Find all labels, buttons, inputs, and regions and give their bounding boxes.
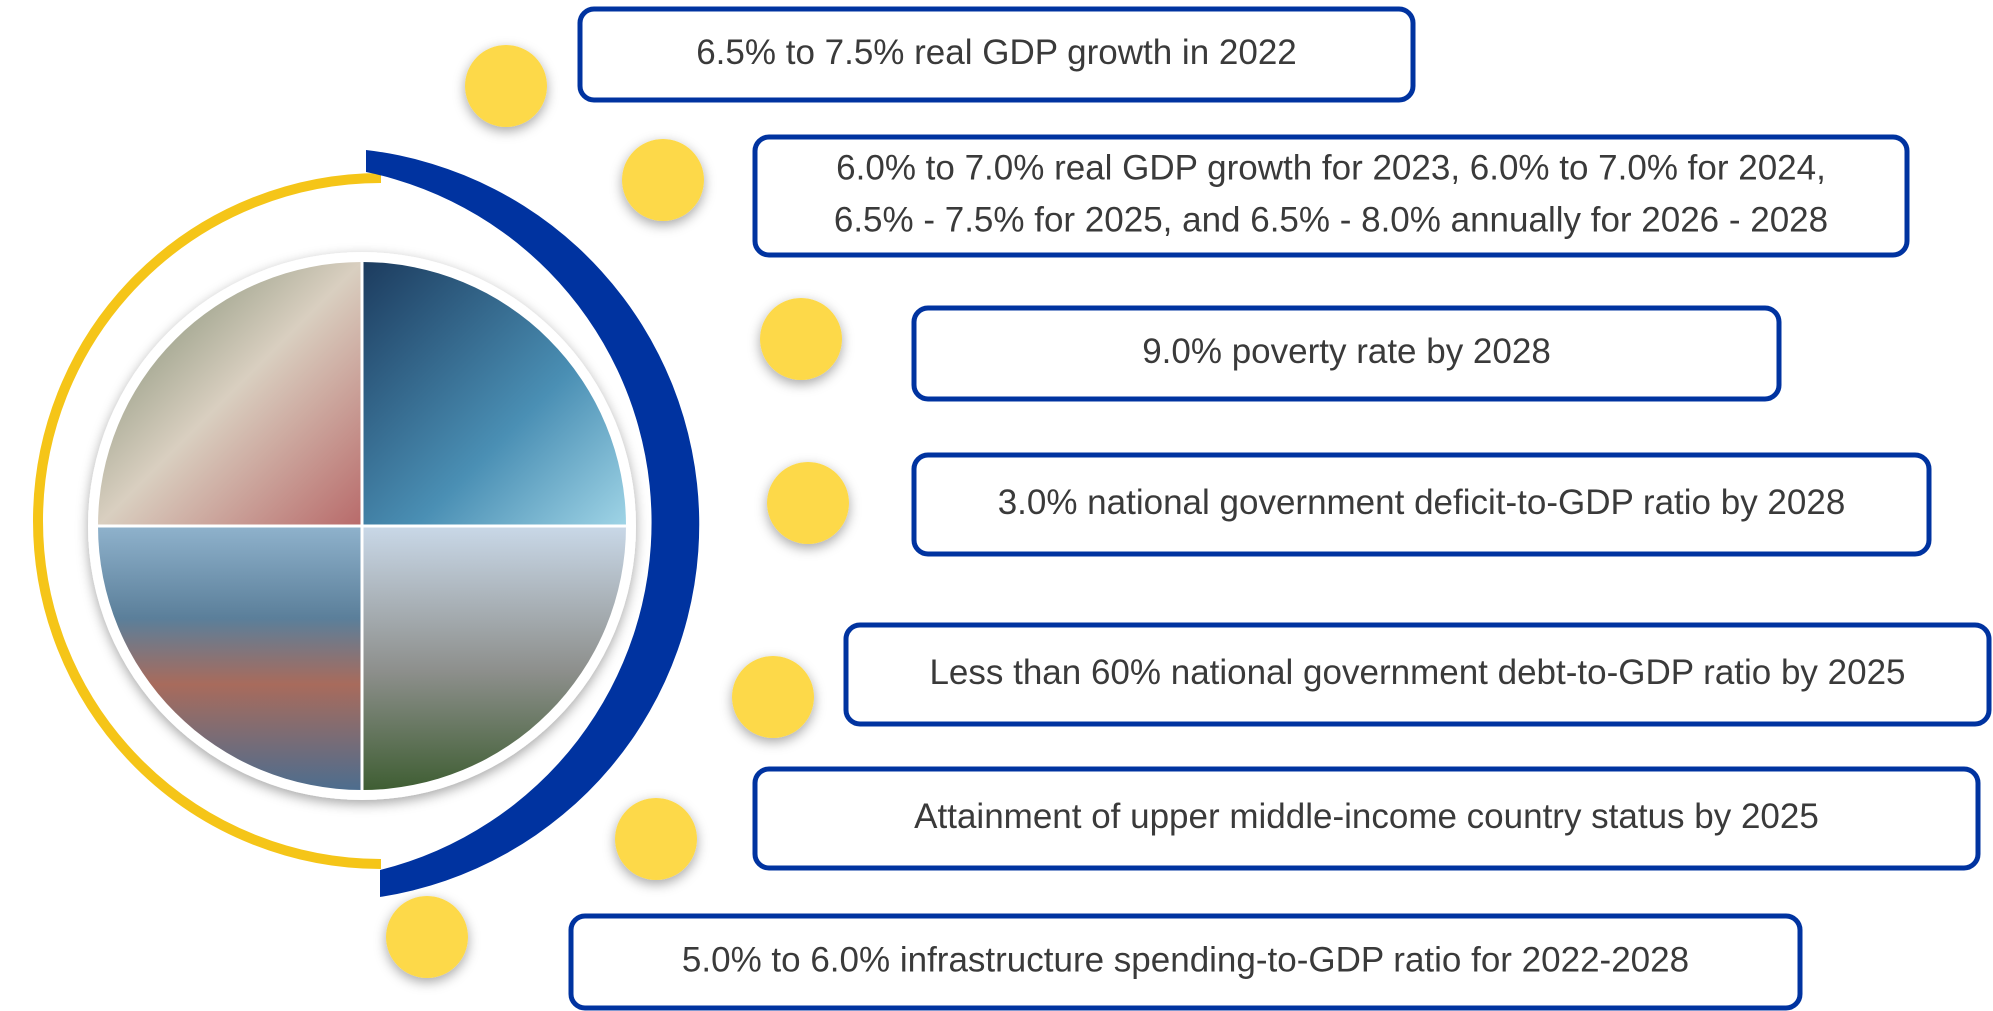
item: Less than 60% national government debt-t… — [732, 622, 1992, 738]
item: Attainment of upper middle-income countr… — [615, 766, 1981, 880]
photo-classroom — [98, 262, 362, 526]
bullet-dot — [732, 656, 814, 738]
item-box — [752, 134, 1910, 258]
item: 5.0% to 6.0% infrastructure spending-to-… — [386, 896, 1803, 1011]
item-text: 9.0% poverty rate by 2028 — [1142, 332, 1551, 371]
item-text: 6.5% to 7.5% real GDP growth in 2022 — [696, 33, 1297, 72]
bullet-dot — [760, 298, 842, 380]
item-list: 6.5% to 7.5% real GDP growth in 2022 6.0%… — [386, 6, 1992, 1011]
yellow-arc — [33, 173, 382, 869]
item: 9.0% poverty rate by 2028 — [760, 298, 1782, 402]
item: 6.5% to 7.5% real GDP growth in 2022 — [465, 6, 1416, 127]
bullet-dot — [465, 45, 547, 127]
item-box — [577, 6, 1416, 103]
item-box — [568, 913, 1803, 1011]
bullet-dot — [386, 896, 468, 978]
blue-arc — [366, 150, 700, 897]
bullet-dot — [615, 798, 697, 880]
item-text: Attainment of upper middle-income countr… — [914, 797, 1819, 836]
item-text: 6.5% - 7.5% for 2025, and 6.5% - 8.0% an… — [834, 200, 1828, 239]
item-text: Less than 60% national government debt-t… — [929, 653, 1905, 692]
item-box — [843, 622, 1992, 727]
item: 3.0% national government deficit-to-GDP … — [767, 452, 1932, 557]
bullet-dot — [622, 139, 704, 221]
bullet-dot — [767, 462, 849, 544]
item-text: 3.0% national government deficit-to-GDP … — [998, 483, 1846, 522]
item: 6.0% to 7.0% real GDP growth for 2023, 6… — [622, 134, 1910, 258]
item-text: 5.0% to 6.0% infrastructure spending-to-… — [682, 940, 1689, 979]
photo-collage — [98, 262, 626, 790]
item-box — [752, 766, 1981, 871]
item-box — [911, 452, 1932, 557]
photo-port — [98, 526, 362, 790]
item-box — [911, 305, 1782, 402]
item-text: 6.0% to 7.0% real GDP growth for 2023, 6… — [836, 148, 1826, 187]
